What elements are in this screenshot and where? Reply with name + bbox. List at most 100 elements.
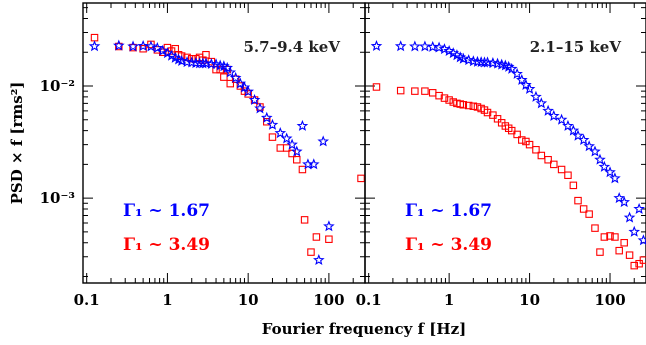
x-tick-label: 10 (238, 291, 259, 309)
square-point (158, 48, 167, 57)
square-point (312, 233, 321, 241)
star-point (542, 104, 554, 116)
square-point (591, 224, 599, 232)
star-point (572, 129, 584, 141)
square-point (440, 94, 449, 102)
star-point (511, 67, 523, 79)
square-point (459, 101, 468, 109)
star-point (583, 140, 595, 152)
square-point (615, 246, 623, 255)
star-point (113, 39, 125, 51)
star-point (633, 202, 645, 214)
star-point (145, 40, 157, 52)
star-point (238, 81, 251, 93)
square-point (445, 96, 453, 104)
square-point (307, 248, 315, 256)
star-point (280, 132, 293, 144)
square-point (298, 165, 307, 174)
square-point (550, 160, 558, 169)
square-point (220, 73, 228, 81)
star-point (274, 127, 287, 139)
square-point (411, 87, 419, 95)
square-point (596, 248, 604, 256)
y-tick-label: 10⁻³ (40, 189, 75, 207)
star-point (594, 153, 606, 165)
star-point (530, 90, 542, 102)
square-point (544, 155, 552, 164)
star-point (567, 124, 580, 136)
square-point (564, 171, 572, 179)
square-point (507, 126, 516, 135)
star-point (394, 40, 407, 52)
star-point (555, 113, 568, 125)
x-tick-label: 100 (313, 291, 344, 309)
star-point (307, 158, 320, 170)
square-point (90, 33, 99, 42)
square-point (606, 232, 614, 240)
square-point (300, 216, 309, 224)
square-point (226, 79, 235, 88)
square-point (469, 102, 478, 110)
square-point (574, 196, 582, 205)
star-point (409, 40, 421, 52)
star-point (242, 85, 254, 97)
x-tick-label: 100 (594, 291, 625, 309)
square-point (569, 181, 578, 190)
x-tick-label: 1 (444, 291, 454, 309)
square-point (276, 144, 285, 152)
star-point (260, 111, 273, 123)
square-point (625, 251, 634, 259)
square-point (630, 261, 638, 270)
x-tick-label: 0.1 (356, 291, 382, 309)
star-point (286, 138, 298, 150)
square-point (372, 83, 381, 91)
square-point (293, 155, 301, 164)
star-point (637, 234, 646, 246)
x-axis-label: Fourier frequency f [Hz] (262, 320, 466, 338)
square-point (421, 87, 429, 95)
x-tick-label: 10 (519, 291, 540, 309)
square-point (525, 140, 534, 149)
star-point (623, 211, 636, 223)
square-point (396, 86, 405, 95)
square-point (518, 136, 526, 144)
star-point (175, 54, 188, 66)
star-point (499, 59, 512, 71)
star-point (433, 41, 445, 53)
star-point (266, 118, 279, 130)
star-point (296, 119, 309, 131)
star-point (535, 97, 548, 109)
star-point (151, 41, 164, 53)
square-point (513, 130, 521, 139)
square-point (464, 101, 473, 110)
gamma-annotation: Γ₁ ~ 1.67 (123, 201, 210, 221)
panel-2: 0.1 1 10 100 2.1–15 keV Γ₁ ~ 1.67 Γ₁ ~ 3.49 (356, 2, 646, 309)
star-point (221, 61, 234, 73)
square-point (435, 91, 443, 100)
data-points (88, 33, 365, 266)
star-point (457, 52, 470, 64)
square-point (620, 238, 628, 247)
square-point (483, 108, 492, 117)
star-point (156, 44, 169, 56)
square-point (600, 233, 609, 241)
square-point (268, 133, 277, 141)
star-point (471, 55, 484, 67)
square-point (139, 44, 147, 53)
star-point (419, 40, 431, 52)
panels: 0.1 1 10 100 10⁻³ 10⁻² 5.7–9.4 keV Γ₁ ~ 1.67 Γ₁ … (40, 2, 646, 309)
panel-title: 2.1–15 keV (530, 38, 622, 56)
gamma-annotation: Γ₁ ~ 1.67 (405, 201, 492, 221)
x-tick-label: 1 (162, 291, 172, 309)
square-point (244, 90, 252, 98)
star-point (628, 225, 641, 237)
star-point (317, 135, 330, 147)
square-point (579, 205, 588, 213)
square-point (532, 146, 540, 154)
star-point (618, 196, 630, 208)
square-point (357, 174, 365, 183)
star-point (547, 109, 560, 121)
star-point (598, 160, 611, 172)
star-point (577, 133, 590, 145)
